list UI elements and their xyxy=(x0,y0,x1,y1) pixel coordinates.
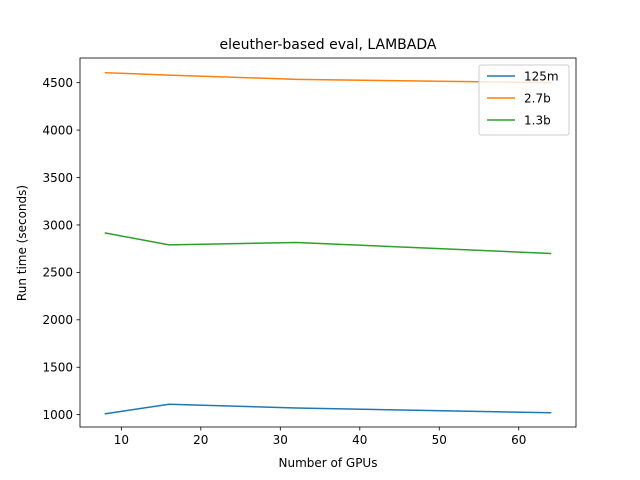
axes-frame xyxy=(79,57,577,428)
x-tick-label: 50 xyxy=(432,433,447,447)
y-tick-label: 4500 xyxy=(42,76,73,90)
x-tick-label: 30 xyxy=(273,433,288,447)
series-line-1.3b xyxy=(104,232,552,255)
series-line-125m xyxy=(104,403,552,415)
y-axis-label: Run time (seconds) xyxy=(15,185,29,301)
x-tick-label: 40 xyxy=(352,433,367,447)
y-tick-label: 3500 xyxy=(42,171,73,185)
legend-label-125m: 125m xyxy=(524,69,559,83)
x-axis-label: Number of GPUs xyxy=(279,456,378,470)
y-tick-label: 2000 xyxy=(42,313,73,327)
series-line-2.7b xyxy=(104,71,552,84)
y-tick-label: 4000 xyxy=(42,123,73,137)
x-tick-label: 20 xyxy=(193,433,208,447)
y-tick-label: 1000 xyxy=(42,408,73,422)
legend-label-1.3b: 1.3b xyxy=(524,113,551,127)
legend-label-2.7b: 2.7b xyxy=(524,91,551,105)
y-tick-label: 1500 xyxy=(42,361,73,375)
x-tick-label: 60 xyxy=(511,433,526,447)
y-tick-label: 2500 xyxy=(42,266,73,280)
y-tick-label: 3000 xyxy=(42,218,73,232)
x-tick-label: 10 xyxy=(114,433,129,447)
legend-box xyxy=(478,64,570,136)
chart-title: eleuther-based eval, LAMBADA xyxy=(220,37,437,53)
plot-area: 10 20 30 40 50 60 1000 1500 2000 2500 3000 3500 4000… xyxy=(42,57,577,447)
